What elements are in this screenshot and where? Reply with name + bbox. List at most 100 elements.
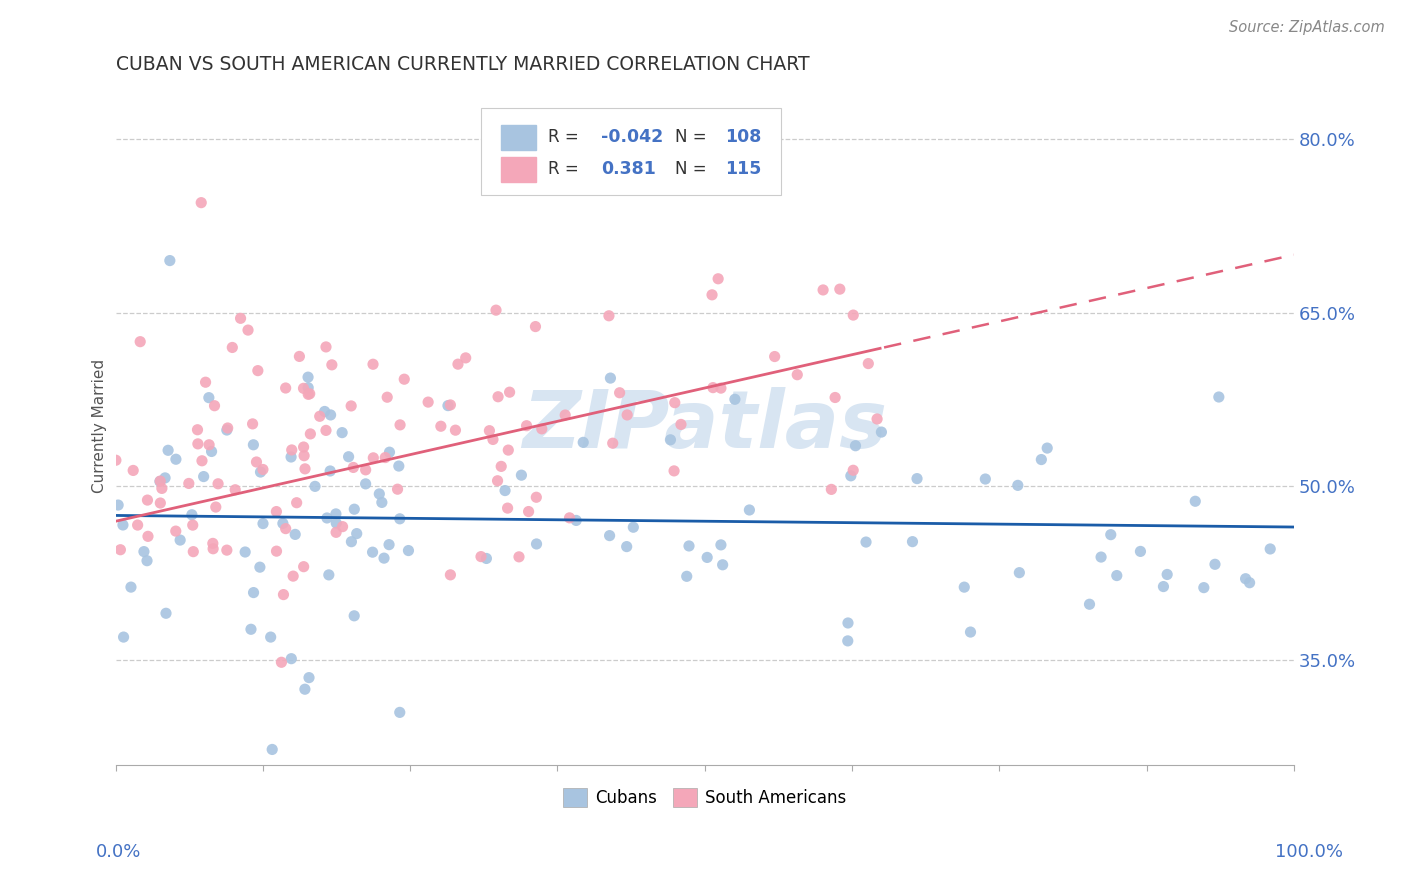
Point bbox=[496, 501, 519, 516]
Point bbox=[702, 381, 724, 395]
Point bbox=[839, 468, 862, 483]
Point bbox=[271, 516, 294, 531]
Point bbox=[224, 483, 246, 497]
Point bbox=[325, 516, 347, 530]
Point bbox=[111, 518, 134, 533]
Point bbox=[621, 520, 644, 534]
Point bbox=[710, 538, 733, 552]
Point bbox=[107, 498, 129, 512]
Text: 0.381: 0.381 bbox=[602, 161, 657, 178]
Point bbox=[616, 408, 638, 422]
Point bbox=[371, 495, 394, 509]
Point bbox=[297, 381, 319, 395]
Point bbox=[149, 474, 172, 488]
Point bbox=[181, 518, 204, 533]
Point bbox=[368, 487, 391, 501]
Point bbox=[1031, 452, 1053, 467]
Point bbox=[104, 453, 127, 467]
Point bbox=[110, 542, 132, 557]
Point bbox=[280, 442, 302, 457]
Point bbox=[1208, 390, 1230, 404]
Point bbox=[558, 511, 581, 525]
Point bbox=[710, 381, 733, 395]
Point bbox=[858, 357, 880, 371]
Point bbox=[1184, 494, 1206, 508]
Point bbox=[478, 424, 501, 438]
Point bbox=[198, 391, 221, 405]
Point bbox=[870, 425, 893, 439]
Point bbox=[1105, 568, 1128, 582]
Point bbox=[470, 549, 492, 564]
Point bbox=[959, 625, 981, 640]
Point bbox=[1036, 441, 1059, 455]
FancyBboxPatch shape bbox=[481, 109, 782, 195]
Point bbox=[177, 476, 200, 491]
Point bbox=[486, 474, 509, 488]
Point bbox=[510, 468, 533, 483]
Point bbox=[266, 505, 288, 519]
Point bbox=[662, 464, 685, 478]
Point bbox=[524, 319, 547, 334]
Point bbox=[245, 455, 267, 469]
Point bbox=[153, 471, 176, 485]
Point bbox=[332, 519, 354, 533]
Point bbox=[340, 399, 363, 413]
Text: ZIPatlas: ZIPatlas bbox=[522, 386, 887, 465]
Point bbox=[486, 390, 509, 404]
Point bbox=[616, 540, 638, 554]
Point bbox=[236, 323, 259, 337]
Point bbox=[572, 435, 595, 450]
Point bbox=[1078, 597, 1101, 611]
Point bbox=[354, 476, 377, 491]
Point bbox=[517, 504, 540, 518]
Point bbox=[554, 408, 576, 422]
Point bbox=[299, 426, 322, 441]
FancyBboxPatch shape bbox=[501, 125, 536, 151]
Point bbox=[136, 529, 159, 543]
Point bbox=[482, 433, 505, 447]
Point bbox=[180, 508, 202, 522]
Point bbox=[374, 450, 396, 465]
Point bbox=[159, 253, 181, 268]
Point bbox=[866, 412, 889, 426]
Point bbox=[252, 462, 274, 476]
Point bbox=[132, 544, 155, 558]
Point bbox=[363, 450, 385, 465]
Point bbox=[678, 539, 700, 553]
Point bbox=[165, 452, 187, 467]
Point bbox=[202, 541, 225, 556]
Point bbox=[659, 433, 682, 447]
Text: N =: N = bbox=[675, 128, 713, 146]
Point bbox=[378, 445, 401, 459]
Point bbox=[953, 580, 976, 594]
Point bbox=[1156, 567, 1178, 582]
Point bbox=[325, 525, 347, 540]
Point bbox=[394, 372, 416, 386]
Text: 115: 115 bbox=[725, 161, 761, 178]
Point bbox=[330, 425, 353, 440]
Point bbox=[280, 450, 302, 464]
Point bbox=[508, 549, 530, 564]
Point bbox=[342, 460, 364, 475]
Point bbox=[974, 472, 997, 486]
Point bbox=[844, 439, 866, 453]
Point bbox=[602, 436, 624, 450]
Point bbox=[157, 443, 180, 458]
Point bbox=[294, 462, 316, 476]
Point bbox=[204, 399, 226, 413]
Point bbox=[1258, 541, 1281, 556]
Point bbox=[127, 518, 149, 533]
Point bbox=[283, 569, 305, 583]
Point bbox=[252, 516, 274, 531]
Point bbox=[418, 395, 440, 409]
Point bbox=[270, 655, 292, 669]
Point bbox=[337, 450, 360, 464]
Point bbox=[439, 567, 461, 582]
Point bbox=[120, 580, 142, 594]
Point bbox=[494, 483, 516, 498]
Point bbox=[217, 421, 239, 435]
Point bbox=[526, 537, 548, 551]
Point bbox=[373, 551, 395, 566]
Legend: Cubans, South Americans: Cubans, South Americans bbox=[557, 781, 853, 814]
Point bbox=[1204, 558, 1226, 572]
